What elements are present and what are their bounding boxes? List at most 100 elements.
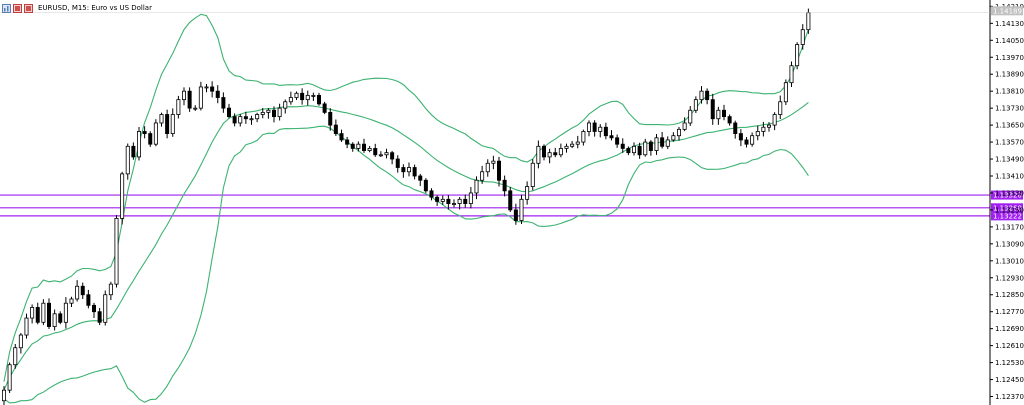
candle-body [682, 122, 687, 130]
candle-body [148, 133, 153, 145]
candle [288, 91, 293, 105]
candle-body [97, 311, 102, 323]
candle [193, 105, 198, 111]
candle-body [7, 364, 12, 391]
y-tick-label: 1.12930 [995, 274, 1024, 282]
candle-body [249, 118, 254, 121]
candle [570, 141, 575, 149]
y-tick-label: 1.14130 [995, 20, 1024, 28]
candle [761, 121, 766, 137]
candle [271, 106, 276, 123]
candle-body [800, 29, 805, 45]
candle [305, 90, 310, 106]
candle-body [412, 167, 417, 177]
candle [148, 131, 153, 147]
candle-body [688, 109, 693, 124]
y-tick-label: 1.13730 [995, 105, 1024, 113]
candle [496, 156, 501, 187]
y-tick-label: 1.13170 [995, 223, 1024, 231]
candle [300, 88, 305, 105]
candle [525, 181, 530, 205]
candle-body [215, 90, 220, 98]
candle [322, 101, 327, 115]
candle [401, 164, 406, 178]
candle-body [328, 111, 333, 126]
candle-body [283, 101, 288, 109]
candle-body [463, 198, 468, 204]
candle [108, 281, 113, 301]
y-tick-label: 1.12850 [995, 291, 1024, 299]
candle-body [277, 107, 282, 118]
candle [2, 386, 7, 405]
candle-body [69, 298, 74, 304]
candle [716, 106, 721, 125]
y-tick-label: 1.13650 [995, 122, 1024, 130]
y-tick-label: 1.12610 [995, 342, 1024, 350]
bollinger-bands [3, 13, 809, 404]
candle-body [542, 145, 547, 158]
candle [744, 136, 749, 148]
candle [249, 115, 254, 125]
candle-body [187, 90, 192, 109]
candle-body [423, 179, 428, 192]
candle [75, 280, 80, 302]
candle [24, 313, 29, 339]
candle [328, 108, 333, 131]
candle-body [384, 152, 389, 156]
candle [451, 199, 456, 208]
candle [530, 159, 535, 191]
candle-body [367, 148, 372, 151]
y-tick-label: 1.13490 [995, 156, 1024, 164]
candle [412, 164, 417, 180]
candle [660, 131, 665, 149]
candle-body [620, 143, 625, 149]
candle-body [575, 141, 580, 145]
candle [384, 148, 389, 159]
candle-body [80, 285, 85, 296]
price-level-tag [991, 203, 1023, 213]
candle-body [131, 145, 136, 158]
candle-body [480, 171, 485, 181]
candle-body [778, 101, 783, 115]
candle-body [429, 190, 434, 198]
flag-icon [13, 3, 22, 13]
candle [795, 42, 800, 70]
candle-body [136, 131, 141, 158]
candle [86, 289, 91, 309]
candle-body [581, 131, 586, 143]
candle-body [108, 283, 113, 296]
candle [52, 309, 57, 331]
candle [395, 155, 400, 173]
candle [542, 144, 547, 161]
price-level-label: 1.13260 [993, 204, 1022, 212]
price-level-label: 1.13320 [993, 192, 1022, 200]
candle-body [125, 145, 130, 175]
candle [114, 215, 119, 288]
candle [772, 112, 777, 131]
candle-body [513, 209, 518, 221]
candle-body [322, 103, 327, 113]
candle [783, 79, 788, 106]
candle [311, 92, 316, 101]
candle-body [305, 95, 310, 101]
candle-body [772, 114, 777, 126]
candle-body [181, 90, 186, 101]
candle [243, 111, 248, 124]
candle-body [716, 109, 721, 120]
candle [722, 104, 727, 121]
candle [457, 197, 462, 210]
candle-body [30, 307, 35, 319]
middle-band-line [3, 101, 809, 391]
y-tick-label: 1.13250 [995, 206, 1024, 214]
candle-body [24, 317, 29, 336]
candle [435, 195, 440, 206]
candle [80, 282, 85, 300]
candle [463, 194, 468, 208]
candle-body [58, 313, 63, 323]
candle-body [710, 99, 715, 120]
candle-body [103, 294, 108, 323]
candle [474, 176, 479, 200]
candle [176, 95, 181, 119]
